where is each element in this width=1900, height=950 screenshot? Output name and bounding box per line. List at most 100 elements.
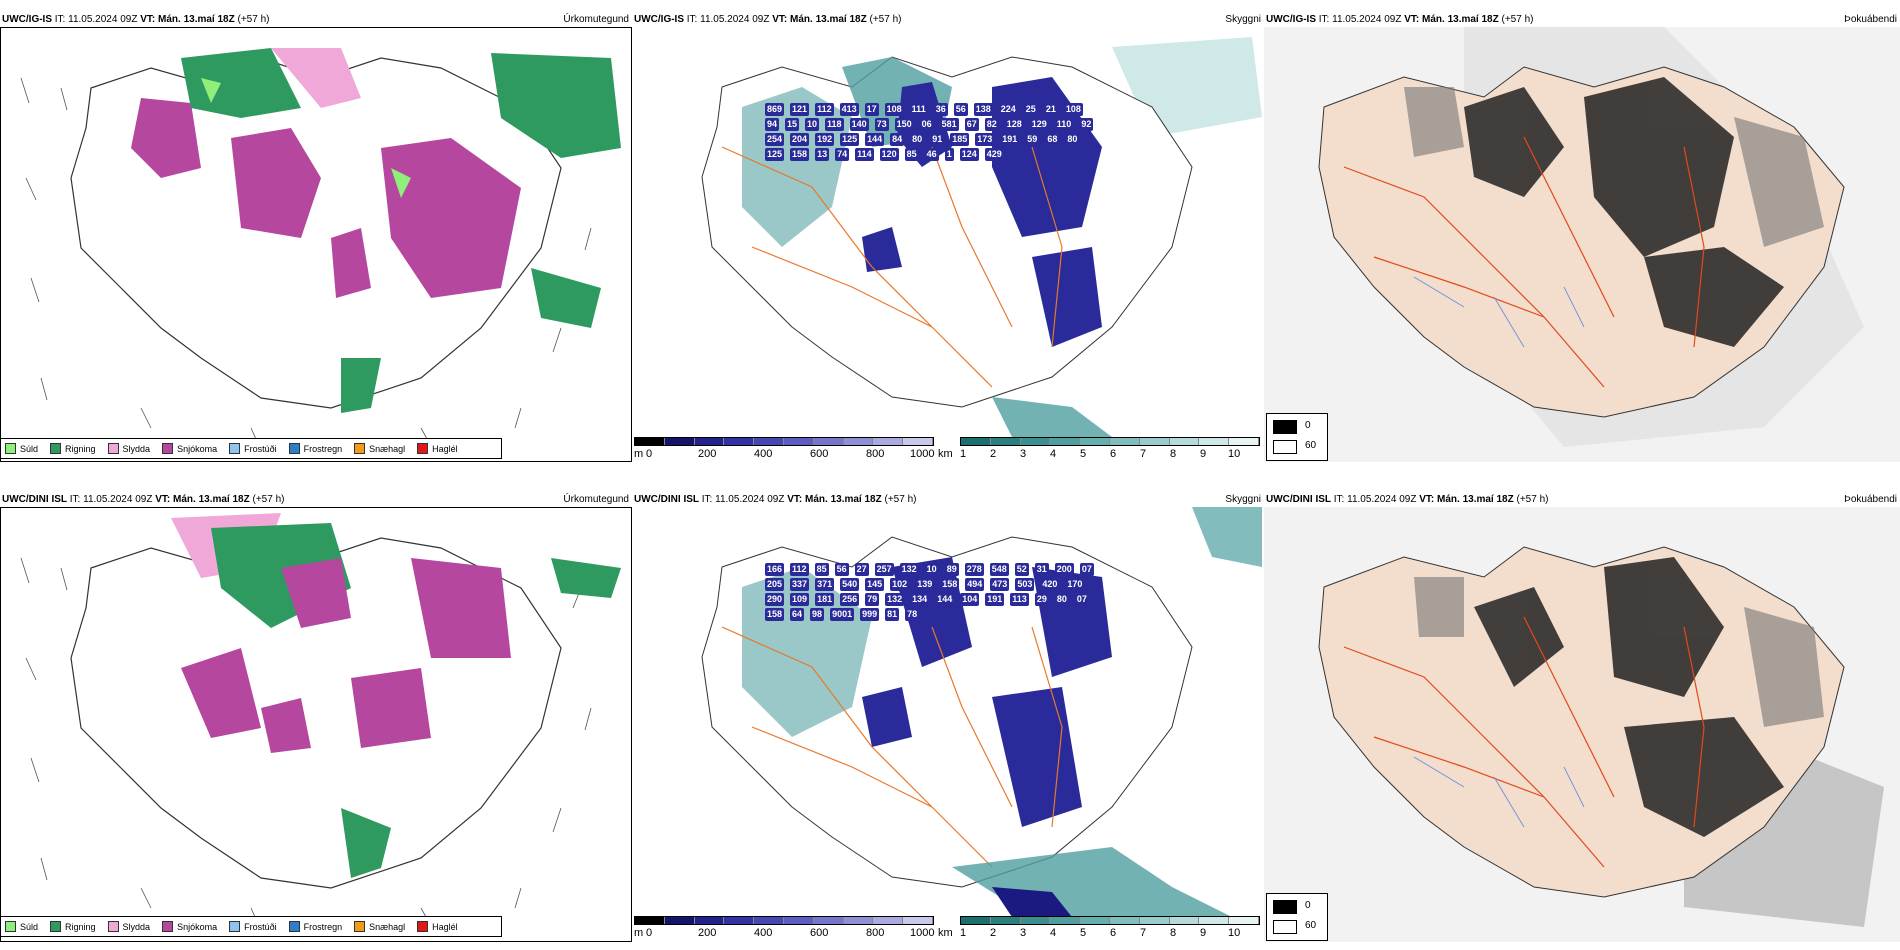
visibility-value-label: 120 bbox=[879, 148, 899, 161]
cbar-cell bbox=[813, 917, 844, 924]
legend-swatch-snow bbox=[162, 443, 174, 454]
fog-scale-row2: 0 60 bbox=[1266, 893, 1328, 941]
cbar-cell bbox=[873, 917, 904, 924]
panel-header: UWC/DINI ISL IT: 11.05.2024 09Z VT: Mán.… bbox=[1266, 494, 1549, 505]
visibility-value-label: 205 bbox=[765, 578, 785, 591]
visibility-value-label: 56 bbox=[834, 563, 849, 576]
fog-map bbox=[1264, 27, 1900, 462]
elevation-colorbar-row2: m 0 200 400 600 800 1000 bbox=[634, 916, 934, 944]
cbar-cell bbox=[1050, 438, 1081, 445]
visibility-value-label: 494 bbox=[965, 578, 985, 591]
cbar-tick: 8 bbox=[1170, 927, 1177, 939]
visibility-value-label: 27 bbox=[854, 563, 869, 576]
visibility-value-label: 80 bbox=[1065, 133, 1080, 146]
visibility-value-label: 89 bbox=[944, 563, 959, 576]
legend-item: Snjókoma bbox=[162, 921, 217, 932]
visibility-value-label: 371 bbox=[815, 578, 835, 591]
visibility-value-label: 150 bbox=[894, 118, 914, 131]
visibility-value-label: 07 bbox=[1074, 593, 1089, 606]
precip-panel-row2: UWC/DINI ISL IT: 11.05.2024 09Z VT: Mán.… bbox=[0, 492, 632, 942]
cbar-tick: 400 bbox=[754, 927, 773, 939]
visibility-value-label: 36 bbox=[933, 103, 948, 116]
visibility-value-label: 413 bbox=[839, 103, 859, 116]
cbar-cell bbox=[990, 917, 1021, 924]
legend-swatch-hail bbox=[417, 443, 429, 454]
cbar-cell bbox=[664, 917, 695, 924]
visibility-value-label: 138 bbox=[973, 103, 993, 116]
visibility-value-label: 104 bbox=[960, 593, 980, 606]
precip-panel-row1: UWC/IG-IS IT: 11.05.2024 09Z VT: Mán. 13… bbox=[0, 12, 632, 462]
legend-item: Rigning bbox=[50, 443, 96, 454]
cbar-tick: 2 bbox=[990, 927, 997, 939]
precip-map bbox=[0, 27, 632, 462]
visibility-value-label: 170 bbox=[1065, 578, 1085, 591]
cbar-cell bbox=[1020, 438, 1051, 445]
legend-swatch-drizzle bbox=[5, 443, 16, 454]
panel-title: Skyggni bbox=[1225, 14, 1261, 25]
visibility-value-label: 78 bbox=[905, 608, 920, 621]
visibility-value-label: 173 bbox=[975, 133, 995, 146]
visibility-value-label: 158 bbox=[940, 578, 960, 591]
legend-swatch-freezing-drizzle bbox=[229, 443, 241, 454]
cbar-cell bbox=[783, 917, 814, 924]
cbar-cell bbox=[694, 438, 725, 445]
visibility-labels-row2: 166 112 85 56 27 257 132 10 89 278 548 52 31 200 07 205… bbox=[762, 562, 1102, 622]
visibility-value-label: 869 bbox=[765, 103, 785, 116]
cbar-tick: 7 bbox=[1140, 448, 1147, 460]
cbar-tick: 3 bbox=[1020, 927, 1027, 939]
cbar-cell bbox=[724, 917, 755, 924]
cbar-tick: 2 bbox=[990, 448, 997, 460]
visibility-value-label: 25 bbox=[1023, 103, 1038, 116]
visibility-value-label: 254 bbox=[765, 133, 785, 146]
legend-item: Snæhagl bbox=[354, 921, 405, 932]
visibility-value-label: 56 bbox=[953, 103, 968, 116]
legend-swatch-drizzle bbox=[5, 921, 16, 932]
cbar-tick: 7 bbox=[1140, 927, 1147, 939]
cloudbase-colorbar-row1: km 1 2 3 4 5 6 7 8 9 10 bbox=[938, 437, 1264, 465]
cbar-cell bbox=[1199, 917, 1230, 924]
legend-swatch-snow-pellets bbox=[354, 921, 366, 932]
visibility-value-label: 111 bbox=[909, 103, 928, 116]
panel-title: Þokuábendi bbox=[1844, 14, 1897, 25]
visibility-value-label: 132 bbox=[885, 593, 905, 606]
cbar-cell bbox=[903, 438, 933, 445]
visibility-value-label: 31 bbox=[1034, 563, 1049, 576]
visibility-value-label: 185 bbox=[950, 133, 970, 146]
visibility-value-label: 132 bbox=[899, 563, 919, 576]
visibility-value-label: 999 bbox=[860, 608, 880, 621]
visibility-value-label: 144 bbox=[865, 133, 885, 146]
visibility-value-label: 80 bbox=[1054, 593, 1069, 606]
cbar-cell bbox=[813, 438, 844, 445]
legend-swatch-freezing-rain bbox=[288, 921, 300, 932]
panel-title: Þokuábendi bbox=[1844, 494, 1897, 505]
visibility-value-label: 85 bbox=[904, 148, 919, 161]
visibility-value-label: 429 bbox=[984, 148, 1004, 161]
visibility-value-label: 112 bbox=[815, 103, 834, 116]
rain-areas bbox=[181, 48, 621, 413]
cbar-tick: 0 bbox=[646, 927, 653, 939]
visibility-value-label: 13 bbox=[815, 148, 830, 161]
cbar-tick: 200 bbox=[698, 448, 717, 460]
cbar-cell bbox=[724, 438, 755, 445]
cbar-tick: 800 bbox=[866, 927, 885, 939]
cbar-tick: 1000 bbox=[910, 448, 935, 460]
fog-scale-min: 0 bbox=[1305, 420, 1311, 431]
cbar-unit: km bbox=[938, 448, 953, 460]
visibility-value-label: 52 bbox=[1014, 563, 1029, 576]
visibility-value-label: 82 bbox=[984, 118, 999, 131]
visibility-labels-row1: 869 121 112 413 17 108 111 36 56 138 224 25 21 10894 1… bbox=[762, 102, 1102, 162]
cbar-tick: 5 bbox=[1080, 448, 1087, 460]
visibility-value-label: 10 bbox=[924, 563, 939, 576]
visibility-value-label: 144 bbox=[935, 593, 955, 606]
cbar-tick: 5 bbox=[1080, 927, 1087, 939]
cbar-cell bbox=[1020, 917, 1051, 924]
snow-areas bbox=[131, 98, 521, 298]
fog-panel-row1: UWC/IG-IS IT: 11.05.2024 09Z VT: Mán. 13… bbox=[1264, 12, 1900, 462]
cbar-cell bbox=[754, 917, 784, 924]
visibility-value-label: 29 bbox=[1034, 593, 1049, 606]
visibility-value-label: 118 bbox=[825, 118, 844, 131]
legend-swatch-snow bbox=[162, 921, 174, 932]
visibility-value-label: 278 bbox=[964, 563, 984, 576]
visibility-value-label: 109 bbox=[790, 593, 810, 606]
visibility-value-label: 503 bbox=[1015, 578, 1035, 591]
